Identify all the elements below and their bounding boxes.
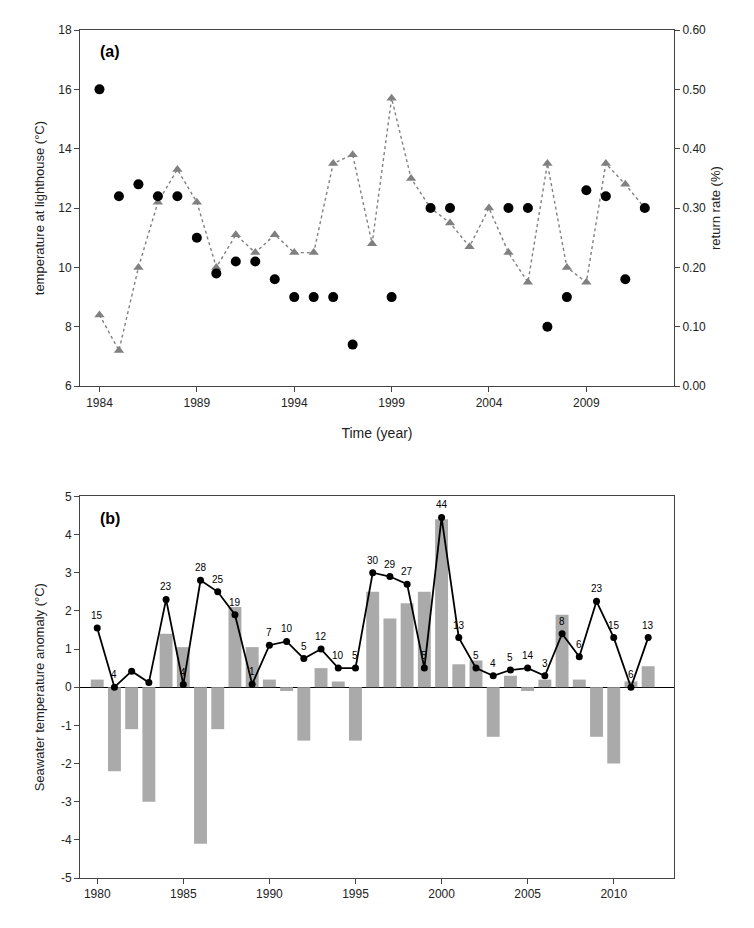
svg-text:1995: 1995: [342, 887, 369, 901]
svg-text:16: 16: [58, 83, 72, 97]
svg-text:0.00: 0.00: [682, 379, 706, 393]
svg-text:29: 29: [384, 559, 396, 570]
svg-text:3: 3: [542, 658, 548, 669]
svg-text:5: 5: [301, 641, 307, 652]
svg-text:3: 3: [65, 566, 72, 580]
svg-text:5: 5: [421, 650, 427, 661]
svg-text:6: 6: [628, 669, 634, 680]
svg-text:1989: 1989: [183, 396, 210, 410]
svg-text:5: 5: [65, 490, 72, 504]
svg-text:44: 44: [436, 499, 448, 510]
svg-text:15: 15: [608, 620, 620, 631]
svg-text:6: 6: [576, 639, 582, 650]
svg-text:0.20: 0.20: [682, 261, 706, 275]
svg-text:Seawater temperature anomaly (: Seawater temperature anomaly (°C): [32, 583, 47, 791]
svg-text:-2: -2: [61, 757, 72, 771]
svg-text:0.10: 0.10: [682, 320, 706, 334]
svg-text:23: 23: [160, 581, 172, 592]
svg-text:12: 12: [315, 631, 327, 642]
svg-text:2000: 2000: [428, 887, 455, 901]
svg-text:4: 4: [490, 658, 496, 669]
svg-text:(a): (a): [100, 43, 120, 60]
svg-text:1999: 1999: [378, 396, 405, 410]
svg-text:25: 25: [212, 574, 224, 585]
svg-text:13: 13: [642, 620, 654, 631]
svg-text:Time (year): Time (year): [341, 425, 412, 441]
svg-text:0.40: 0.40: [682, 142, 706, 156]
svg-text:2010: 2010: [600, 887, 627, 901]
svg-text:-5: -5: [61, 871, 72, 885]
svg-text:10: 10: [281, 623, 293, 634]
svg-text:10: 10: [58, 261, 72, 275]
svg-text:5: 5: [507, 652, 513, 663]
svg-text:14: 14: [58, 142, 72, 156]
svg-text:4: 4: [180, 667, 186, 678]
svg-text:4: 4: [65, 528, 72, 542]
svg-text:-3: -3: [61, 795, 72, 809]
svg-text:2009: 2009: [573, 396, 600, 410]
svg-text:27: 27: [401, 566, 413, 577]
svg-text:2004: 2004: [476, 396, 503, 410]
svg-text:1990: 1990: [256, 887, 283, 901]
svg-text:7: 7: [266, 627, 272, 638]
svg-text:0: 0: [65, 680, 72, 694]
svg-text:-1: -1: [61, 719, 72, 733]
svg-text:4: 4: [111, 669, 117, 680]
svg-text:8: 8: [559, 616, 565, 627]
svg-text:temperature at lighthouse (°C): temperature at lighthouse (°C): [32, 121, 47, 295]
svg-text:1980: 1980: [84, 887, 111, 901]
svg-text:5: 5: [352, 650, 358, 661]
svg-text:6: 6: [65, 379, 72, 393]
svg-text:(b): (b): [100, 510, 120, 527]
svg-text:1984: 1984: [86, 396, 113, 410]
svg-text:5: 5: [473, 650, 479, 661]
svg-text:0.50: 0.50: [682, 83, 706, 97]
svg-text:2005: 2005: [514, 887, 541, 901]
svg-text:10: 10: [332, 650, 344, 661]
svg-text:30: 30: [367, 555, 379, 566]
svg-text:1994: 1994: [281, 396, 308, 410]
svg-text:13: 13: [453, 620, 465, 631]
svg-text:1: 1: [65, 642, 72, 656]
svg-text:12: 12: [58, 201, 72, 215]
svg-text:0.30: 0.30: [682, 201, 706, 215]
svg-text:8: 8: [65, 320, 72, 334]
svg-text:1985: 1985: [170, 887, 197, 901]
svg-text:28: 28: [195, 562, 207, 573]
svg-text:14: 14: [522, 650, 534, 661]
svg-text:1: 1: [249, 666, 255, 677]
svg-text:23: 23: [591, 583, 603, 594]
svg-text:0.60: 0.60: [682, 23, 706, 37]
svg-text:-4: -4: [61, 833, 72, 847]
svg-text:19: 19: [229, 597, 241, 608]
svg-text:18: 18: [58, 23, 72, 37]
svg-text:15: 15: [91, 610, 103, 621]
svg-text:return rate (%): return rate (%): [708, 166, 723, 250]
svg-text:2: 2: [65, 604, 72, 618]
